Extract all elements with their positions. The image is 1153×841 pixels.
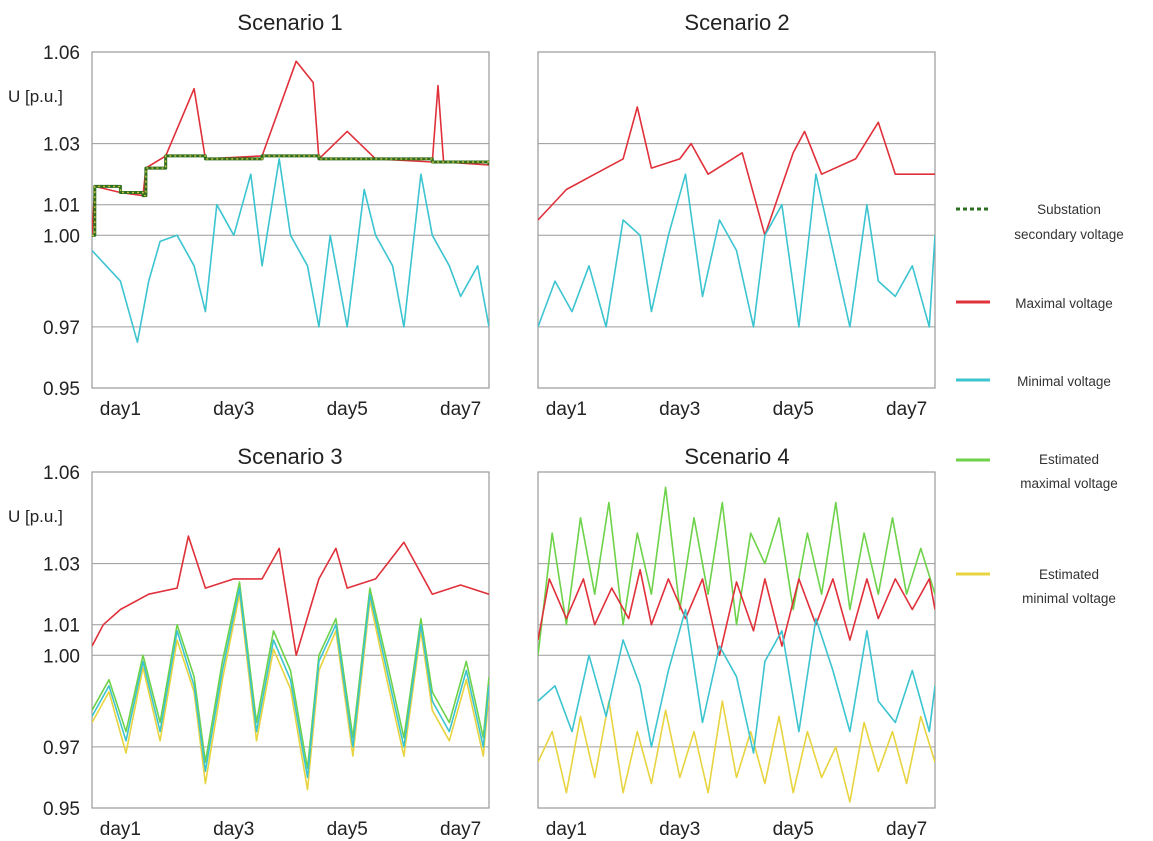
series-line-minimal [92, 587, 489, 779]
x-tick-label: day5 [327, 399, 368, 420]
series-line-est_max [538, 486, 935, 656]
panel-scenario-4: Scenario 4 day1 day3 day5 day7 [537, 444, 936, 840]
y-tick-label: 0.95 [43, 799, 80, 820]
series-line-minimal [538, 173, 935, 328]
legend-label: minimal voltage [1022, 591, 1116, 606]
panel-title: Scenario 4 [684, 444, 789, 469]
y-tick-label: 1.01 [43, 616, 80, 637]
x-tick-label: day3 [213, 399, 254, 420]
legend-item-maximal: Maximal voltage [956, 296, 1113, 311]
legend-item-est_max: Estimated maximal voltage [956, 452, 1118, 491]
series-group [92, 535, 489, 791]
legend-label: Estimated [1039, 567, 1099, 582]
x-tick-label: day3 [213, 819, 254, 840]
y-tick-label: 1.00 [43, 226, 80, 247]
y-tick-label: 0.95 [43, 379, 80, 400]
y-tick-label: 1.06 [43, 43, 80, 64]
series-line-est_min [92, 593, 489, 791]
plot-frame [537, 51, 936, 389]
series-line-maximal [538, 106, 935, 237]
plot-frame [91, 471, 490, 809]
y-tick-label: 1.01 [43, 196, 80, 217]
legend-label: maximal voltage [1020, 476, 1118, 491]
x-tick-label: day1 [546, 819, 587, 840]
legend-label: secondary voltage [1014, 227, 1124, 242]
x-tick-label: day3 [659, 399, 700, 420]
legend-label: Substation [1037, 202, 1101, 217]
series-line-minimal [538, 608, 935, 754]
panel-scenario-2: Scenario 2 day1 day3 day5 day7 [537, 10, 936, 420]
x-tick-label: day7 [886, 819, 927, 840]
y-axis-label: U [p.u.] [8, 87, 63, 106]
y-tick-label: 1.06 [43, 463, 80, 484]
x-tick-label: day7 [440, 399, 481, 420]
y-tick-label: 1.00 [43, 646, 80, 667]
x-tick-label: day5 [327, 819, 368, 840]
series-group [92, 60, 489, 343]
series-line-maximal [538, 568, 935, 657]
x-tick-label: day5 [773, 399, 814, 420]
series-line-est_min [538, 700, 935, 803]
legend-label: Estimated [1039, 452, 1099, 467]
panel-title: Scenario 2 [684, 10, 789, 35]
legend-item-est_min: Estimated minimal voltage [956, 567, 1116, 606]
y-tick-label: 1.03 [43, 135, 80, 156]
panel-title: Scenario 1 [237, 10, 342, 35]
x-tick-label: day1 [100, 399, 141, 420]
x-tick-label: day7 [440, 819, 481, 840]
plot-frame [91, 51, 490, 389]
series-group [538, 106, 935, 328]
panel-scenario-3: Scenario 3 0.95 0.97 1.00 1.01 1.03 1.06 U [p.u… [8, 444, 490, 840]
legend: Substation secondary voltage Maximal volta… [956, 202, 1124, 606]
series-line-maximal [92, 60, 489, 236]
series-group [538, 486, 935, 803]
panel-scenario-1: Scenario 1 0.95 0.97 1.00 1.01 1.03 1.06 U [p.u… [8, 10, 490, 420]
y-tick-label: 0.97 [43, 318, 80, 339]
x-tick-label: day7 [886, 399, 927, 420]
y-axis-label: U [p.u.] [8, 507, 63, 526]
y-tick-label: 1.03 [43, 555, 80, 576]
x-tick-label: day5 [773, 819, 814, 840]
plot-frame [537, 471, 936, 809]
x-tick-label: day3 [659, 819, 700, 840]
series-line-maximal [92, 535, 489, 657]
x-tick-label: day1 [546, 399, 587, 420]
legend-item-minimal: Minimal voltage [956, 374, 1111, 389]
panel-title: Scenario 3 [237, 444, 342, 469]
legend-label: Maximal voltage [1015, 296, 1113, 311]
series-line-minimal [92, 158, 489, 343]
series-line-est_max [92, 581, 489, 770]
y-tick-label: 0.97 [43, 738, 80, 759]
legend-label: Minimal voltage [1017, 374, 1111, 389]
panels: Scenario 1 0.95 0.97 1.00 1.01 1.03 1.06 U [p.u… [8, 10, 936, 840]
x-tick-label: day1 [100, 819, 141, 840]
legend-item-substation: Substation secondary voltage [956, 202, 1124, 242]
series-line-substation-dots [92, 155, 489, 236]
